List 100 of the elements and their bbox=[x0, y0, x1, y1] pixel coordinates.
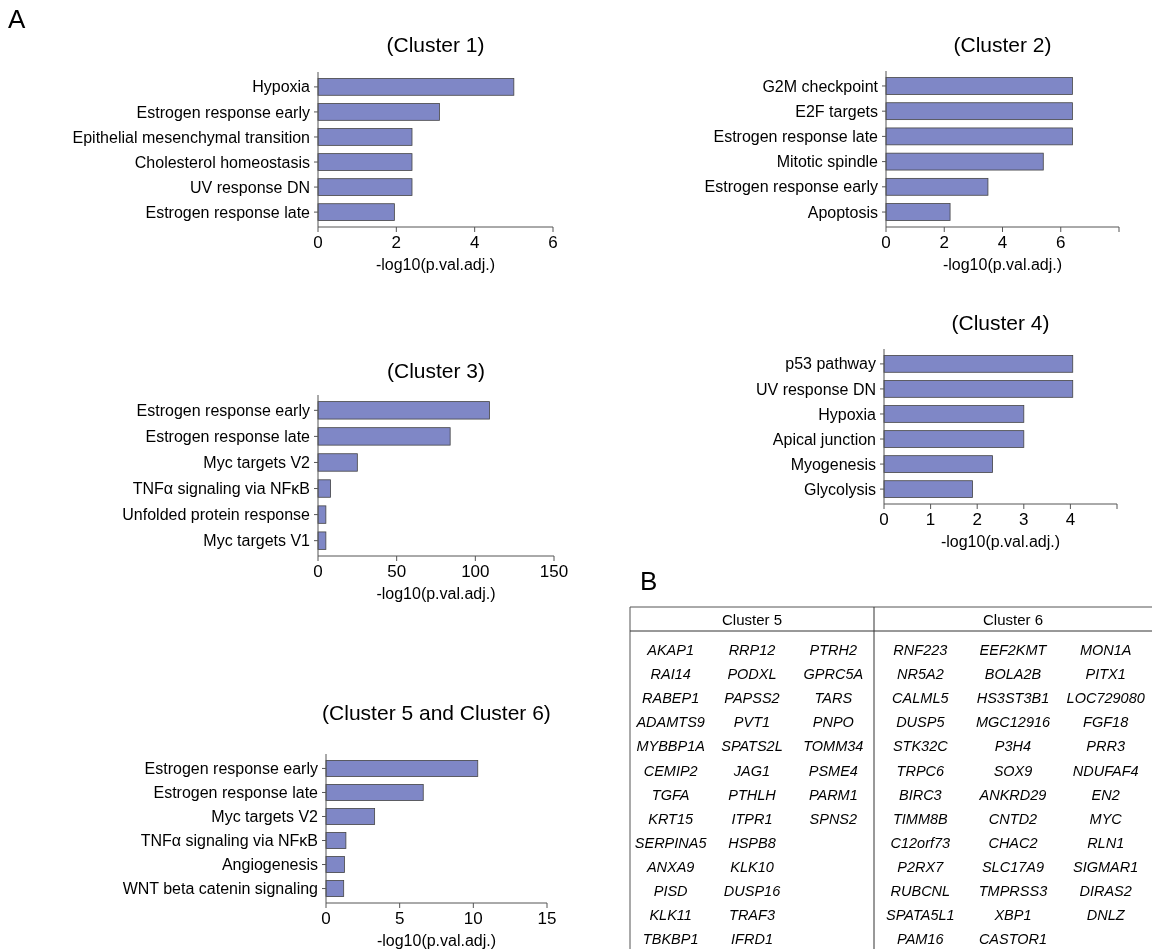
text: PARM1 bbox=[808, 786, 858, 803]
chart-title: (Cluster 5 and Cluster 6) bbox=[322, 701, 551, 724]
text: C12orf73 bbox=[890, 834, 951, 851]
y-tick-label: Glycolysis bbox=[803, 480, 876, 498]
text: SPNS2 bbox=[809, 810, 858, 827]
x-tick-label: 3 bbox=[1019, 510, 1029, 529]
text: SPATS2L bbox=[721, 738, 783, 755]
bar bbox=[325, 760, 479, 777]
text: CNTD2 bbox=[988, 810, 1038, 827]
bar bbox=[883, 455, 993, 473]
text: P3H4 bbox=[994, 738, 1032, 755]
text: TBKBP1 bbox=[642, 931, 699, 948]
text: P2RX7 bbox=[897, 858, 944, 875]
text: HS3ST3B1 bbox=[976, 690, 1050, 707]
bar bbox=[325, 832, 347, 849]
x-tick-label: 1 bbox=[925, 510, 936, 529]
x-tick-label: 150 bbox=[539, 562, 569, 581]
bar bbox=[885, 152, 1044, 171]
text: BIRC3 bbox=[898, 786, 942, 803]
bar bbox=[325, 784, 424, 801]
bar bbox=[325, 880, 345, 897]
x-tick-label: 5 bbox=[394, 909, 405, 928]
text: NDUFAF4 bbox=[1072, 762, 1139, 779]
bar bbox=[317, 128, 413, 146]
bar bbox=[317, 78, 515, 96]
chart-title: (Cluster 2) bbox=[953, 33, 1052, 56]
text: MYC bbox=[1089, 810, 1122, 827]
chart-title: (Cluster 4) bbox=[951, 311, 1050, 334]
text: PTRH2 bbox=[809, 642, 858, 659]
text: LOC729080 bbox=[1066, 690, 1145, 707]
text: RABEP1 bbox=[642, 690, 700, 707]
text: EN2 bbox=[1091, 786, 1120, 803]
x-tick-label: 10 bbox=[463, 909, 483, 928]
text: TARS bbox=[814, 690, 853, 707]
bar bbox=[885, 102, 1073, 121]
text: GPRC5A bbox=[803, 666, 864, 683]
bar bbox=[317, 153, 413, 171]
bar bbox=[883, 405, 1025, 423]
y-tick-label: WNT beta catenin signaling bbox=[122, 880, 318, 898]
bar bbox=[317, 505, 327, 524]
bar bbox=[317, 479, 331, 498]
x-tick-label: 4 bbox=[1065, 510, 1076, 529]
y-tick-label: Estrogen response early bbox=[136, 401, 310, 419]
text: TGFA bbox=[651, 786, 690, 803]
y-tick-label: Myogenesis bbox=[790, 455, 876, 473]
x-tick-label: 0 bbox=[313, 233, 323, 252]
bar bbox=[325, 856, 345, 873]
y-tick-label: Estrogen response late bbox=[145, 428, 311, 445]
text: STK32C bbox=[892, 738, 948, 755]
text: BOLA2B bbox=[984, 666, 1042, 683]
y-tick-label: E2F targets bbox=[795, 102, 878, 120]
text: PTHLH bbox=[728, 786, 776, 803]
text: PITX1 bbox=[1085, 666, 1126, 683]
text: CALML5 bbox=[892, 690, 949, 707]
text: ITPR1 bbox=[731, 810, 773, 827]
text: NR5A2 bbox=[896, 666, 944, 683]
text: A bbox=[8, 4, 26, 34]
x-tick-label: 4 bbox=[997, 233, 1008, 252]
x-tick-label: 0 bbox=[879, 510, 889, 529]
y-tick-label: Unfolded protein response bbox=[122, 506, 311, 524]
text: RNF223 bbox=[893, 642, 948, 659]
x-axis-title: -log10(p.val.adj.) bbox=[375, 256, 496, 273]
bar bbox=[317, 178, 413, 196]
text: KLK11 bbox=[649, 907, 692, 924]
x-axis-title: -log10(p.val.adj.) bbox=[376, 932, 497, 949]
text: TMPRSS3 bbox=[978, 883, 1048, 900]
y-tick-label: Hypoxia bbox=[818, 405, 877, 423]
text: HSPB8 bbox=[728, 834, 776, 851]
chart-title: (Cluster 1) bbox=[386, 33, 485, 56]
y-tick-label: Estrogen response early bbox=[704, 178, 878, 196]
text: CASTOR1 bbox=[978, 931, 1048, 948]
text: FGF18 bbox=[1083, 714, 1129, 731]
text: TOMM34 bbox=[803, 738, 864, 755]
bar bbox=[317, 427, 451, 446]
bar bbox=[885, 177, 989, 196]
y-tick-label: TNFα signaling via NFκB bbox=[132, 480, 310, 498]
y-tick-label: Estrogen response early bbox=[136, 103, 310, 121]
text: MGC12916 bbox=[975, 714, 1051, 731]
text: SOX9 bbox=[993, 762, 1033, 779]
y-tick-label: Epithelial mesenchymal transition bbox=[72, 128, 310, 146]
y-tick-label: Hypoxia bbox=[252, 78, 311, 96]
bar bbox=[325, 808, 376, 825]
text: RUBCNL bbox=[890, 883, 951, 900]
bar bbox=[883, 355, 1074, 373]
text: KRT15 bbox=[648, 810, 694, 827]
text: JAG1 bbox=[733, 762, 771, 779]
y-tick-label: Estrogen response early bbox=[144, 760, 318, 778]
category-label: Cluster 6 bbox=[982, 611, 1044, 629]
text: MON1A bbox=[1079, 642, 1132, 659]
bar bbox=[885, 127, 1073, 146]
y-tick-label: Cholesterol homeostasis bbox=[134, 153, 310, 171]
text: SLC17A9 bbox=[981, 858, 1045, 875]
y-tick-label: p53 pathway bbox=[785, 355, 876, 373]
y-tick-label: UV response DN bbox=[189, 178, 310, 196]
text: DNLZ bbox=[1086, 907, 1125, 924]
y-tick-label: Apical junction bbox=[772, 430, 876, 448]
y-tick-label: TNFα signaling via NFκB bbox=[140, 832, 318, 850]
text: DUSP16 bbox=[723, 883, 781, 900]
text: CHAC2 bbox=[988, 834, 1038, 851]
y-tick-label: Myc targets V2 bbox=[211, 808, 319, 826]
